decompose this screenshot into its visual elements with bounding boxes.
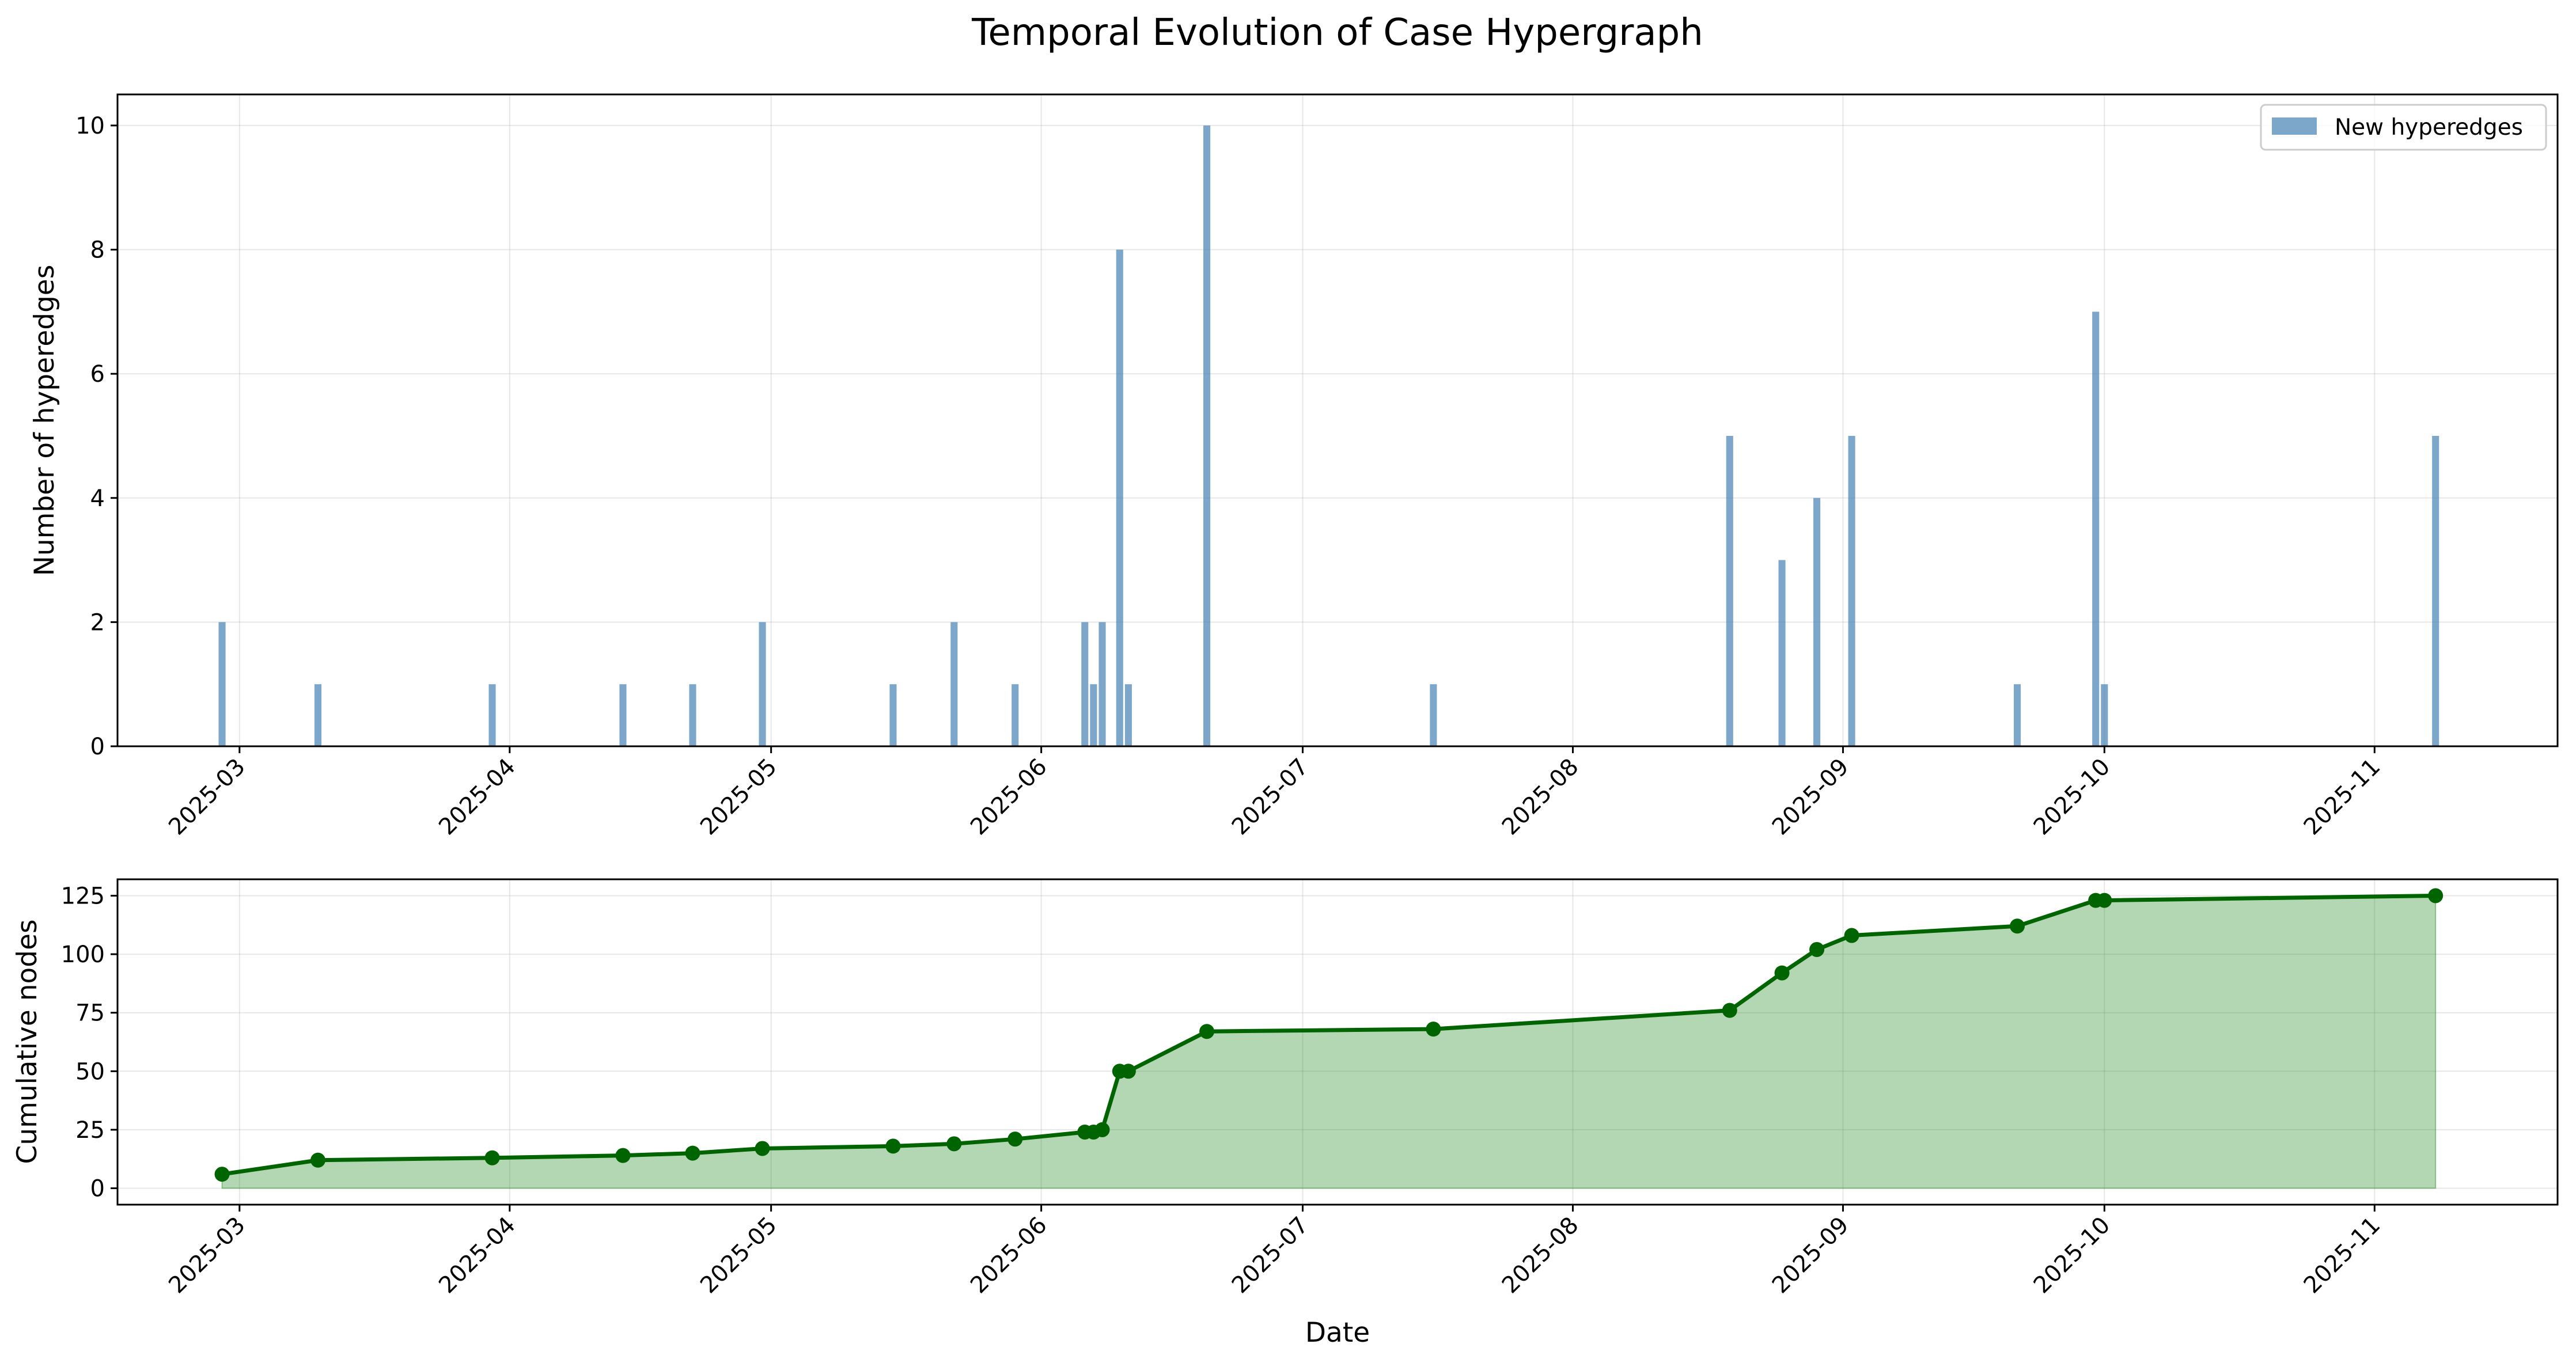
bar [889,684,897,746]
bar [950,622,958,746]
bottom-chart-y-tick-label: 100 [61,941,105,968]
top-chart-y-tick-label: 0 [90,734,105,760]
bar [1012,684,1019,746]
bottom-chart-frame [116,878,2559,1206]
data-point [885,1138,901,1154]
bar [1726,435,1733,746]
bar [1090,684,1097,746]
data-point [1199,1024,1215,1039]
data-point [1094,1122,1110,1137]
bar [2013,684,2021,746]
top-chart-y-tick-label: 2 [90,609,105,636]
bottom-chart-y-tick-label: 50 [75,1058,105,1085]
data-point [1774,965,1790,981]
bar [759,622,766,746]
data-point [2097,893,2112,908]
legend-label: New hyperedges [2335,115,2523,141]
bar [488,684,496,746]
figure-title: Temporal Evolution of Case Hypergraph [971,12,1703,54]
bottom-chart-y-tick-label: 125 [61,883,105,909]
data-point [2010,918,2025,934]
bar [218,622,226,746]
top-chart-y-tick-label: 8 [90,237,105,264]
bar [2432,435,2439,746]
bar [1124,684,1132,746]
bottom-chart-y-tick-label: 25 [75,1117,105,1144]
data-point [1722,1003,1737,1018]
top-chart-frame [116,93,2559,747]
bar [2092,312,2100,746]
bottom-chart-y-tick-label: 75 [75,1000,105,1027]
data-point [615,1148,631,1163]
bar [1848,435,1855,746]
cumulative-line [222,893,2436,1176]
legend-frame [2260,104,2547,151]
top-chart-y-tick-label: 10 [75,113,105,139]
top-chart-y-tick-label: 6 [90,361,105,388]
data-point [685,1145,700,1161]
data-point [2428,888,2444,903]
data-point [310,1152,325,1168]
data-point [484,1150,500,1165]
bar [1203,125,1211,746]
data-point [1426,1022,1441,1037]
bar [1116,249,1123,746]
bar [2101,684,2108,746]
top-chart-y-tick-label: 4 [90,485,105,512]
data-point [946,1136,962,1152]
bottom-chart-y-axis-label: Cumulative nodes [12,920,43,1164]
data-point [1844,928,1859,943]
data-point [214,1167,230,1182]
bar [1813,498,1821,746]
bar [1098,622,1106,746]
legend: New hyperedges [2260,104,2547,151]
legend-swatch [2272,117,2317,135]
bar [689,684,696,746]
bar [1778,560,1786,746]
bar [1430,684,1437,746]
top-chart-y-axis-label: Number of hyperedges [29,265,60,576]
data-point [1007,1132,1023,1147]
bar [1081,622,1089,746]
data-point [755,1141,770,1156]
bar [314,684,322,746]
data-point [1120,1064,1136,1079]
bottom-chart-y-tick-label: 0 [90,1176,105,1202]
bottom-chart-x-axis-label: Date [1305,1317,1370,1349]
bar [619,684,627,746]
data-point [1809,941,1825,957]
